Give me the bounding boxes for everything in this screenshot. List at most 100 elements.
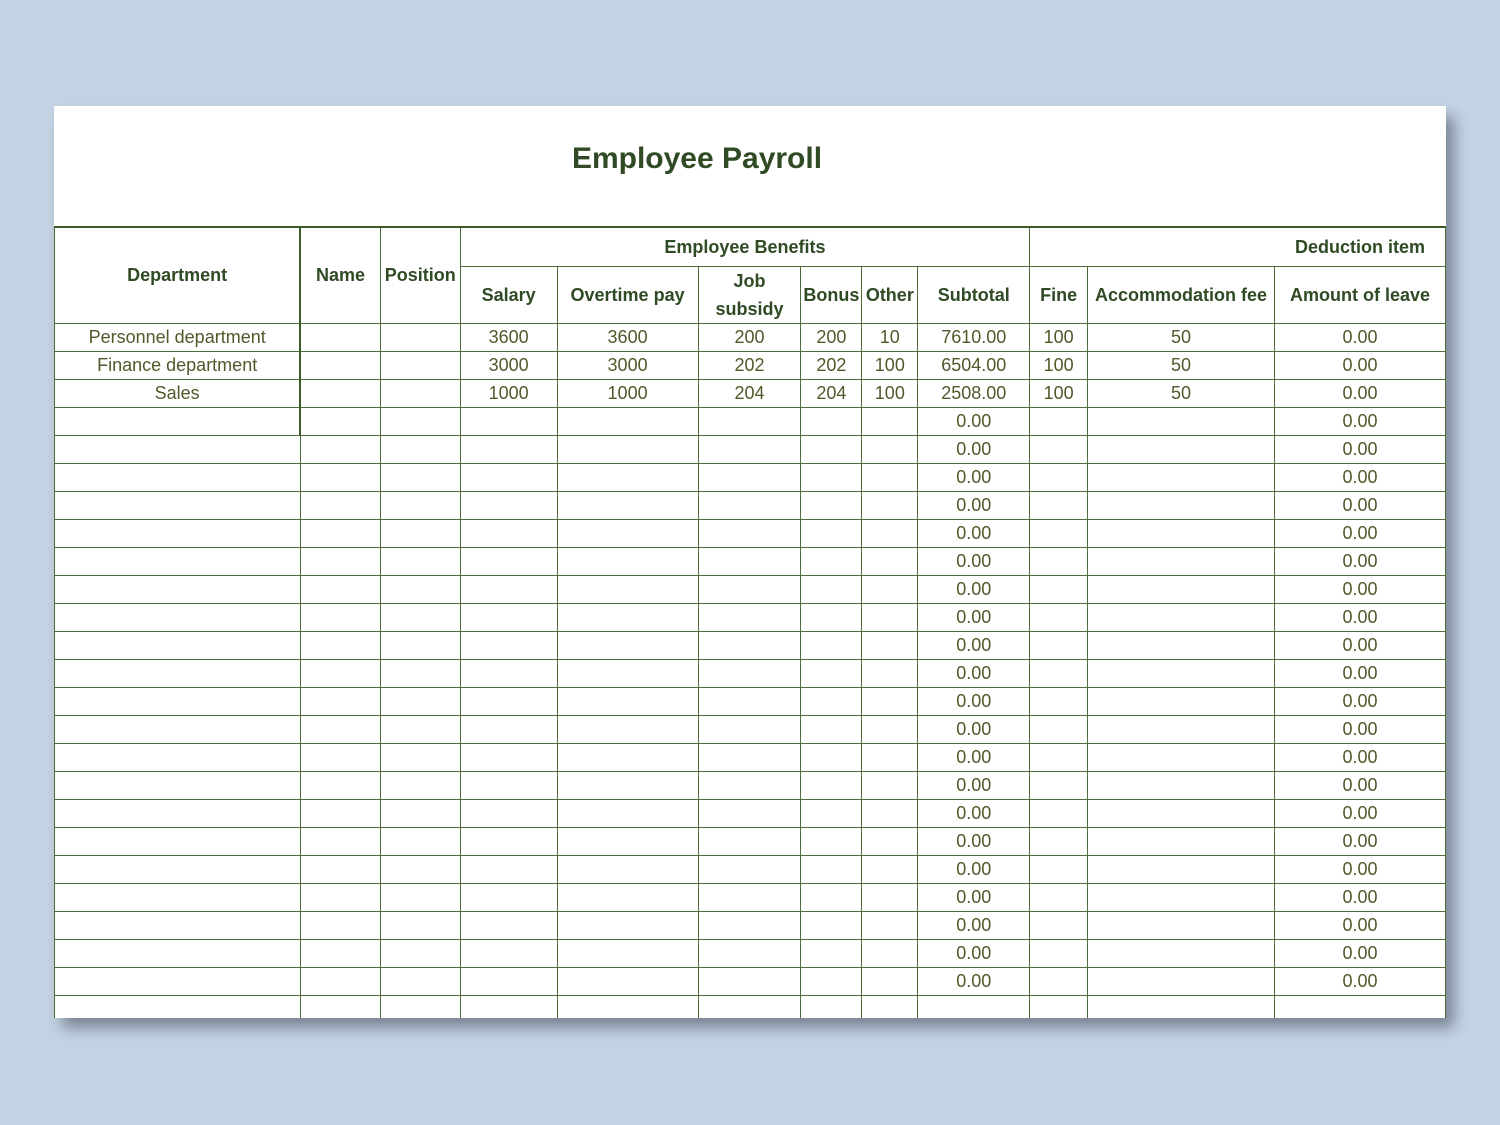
cell-bonus[interactable] — [800, 911, 863, 940]
cell-fine[interactable] — [1029, 547, 1089, 576]
cell-leave[interactable]: 0.00 — [1273, 715, 1446, 744]
cell-leave[interactable]: 0.00 — [1273, 407, 1446, 436]
cell-position[interactable] — [379, 939, 461, 968]
cell-other[interactable] — [861, 491, 919, 520]
cell-overtime[interactable] — [556, 883, 699, 912]
cell-job-subsidy[interactable] — [697, 547, 802, 576]
cell-accommodation[interactable] — [1087, 995, 1275, 1018]
cell-overtime[interactable]: 3600 — [556, 323, 699, 352]
cell-leave[interactable]: 0.00 — [1273, 827, 1446, 856]
cell-accommodation[interactable] — [1087, 407, 1275, 436]
cell-leave[interactable] — [1273, 995, 1446, 1018]
cell-job-subsidy[interactable]: 200 — [697, 323, 802, 352]
cell-accommodation[interactable] — [1087, 491, 1275, 520]
cell-position[interactable] — [379, 351, 461, 380]
cell-accommodation[interactable] — [1087, 883, 1275, 912]
cell-bonus[interactable] — [800, 799, 863, 828]
cell-bonus[interactable] — [800, 519, 863, 548]
cell-department[interactable] — [54, 491, 301, 520]
cell-subtotal[interactable]: 0.00 — [917, 547, 1031, 576]
cell-position[interactable] — [379, 379, 461, 408]
cell-department[interactable] — [54, 547, 301, 576]
cell-bonus[interactable] — [800, 883, 863, 912]
cell-other[interactable] — [861, 967, 919, 996]
cell-job-subsidy[interactable] — [697, 911, 802, 940]
cell-position[interactable] — [379, 603, 461, 632]
cell-salary[interactable] — [459, 631, 558, 660]
cell-fine[interactable] — [1029, 827, 1089, 856]
cell-job-subsidy[interactable] — [697, 995, 802, 1018]
cell-department[interactable] — [54, 827, 301, 856]
cell-job-subsidy[interactable]: 204 — [697, 379, 802, 408]
cell-bonus[interactable] — [800, 855, 863, 884]
cell-fine[interactable] — [1029, 771, 1089, 800]
cell-job-subsidy[interactable] — [697, 855, 802, 884]
cell-overtime[interactable] — [556, 603, 699, 632]
cell-salary[interactable]: 3000 — [459, 351, 558, 380]
cell-accommodation[interactable] — [1087, 547, 1275, 576]
cell-leave[interactable]: 0.00 — [1273, 491, 1446, 520]
cell-bonus[interactable] — [800, 547, 863, 576]
cell-salary[interactable] — [459, 547, 558, 576]
cell-accommodation[interactable] — [1087, 967, 1275, 996]
cell-job-subsidy[interactable] — [697, 771, 802, 800]
cell-accommodation[interactable]: 50 — [1087, 323, 1275, 352]
cell-job-subsidy[interactable] — [697, 631, 802, 660]
cell-bonus[interactable] — [800, 659, 863, 688]
cell-bonus[interactable] — [800, 407, 863, 436]
cell-overtime[interactable]: 3000 — [556, 351, 699, 380]
cell-name[interactable] — [299, 379, 381, 408]
cell-subtotal[interactable]: 0.00 — [917, 855, 1031, 884]
cell-job-subsidy[interactable] — [697, 575, 802, 604]
cell-name[interactable] — [299, 519, 381, 548]
cell-subtotal[interactable]: 0.00 — [917, 715, 1031, 744]
cell-other[interactable] — [861, 883, 919, 912]
cell-salary[interactable] — [459, 603, 558, 632]
cell-leave[interactable]: 0.00 — [1273, 603, 1446, 632]
cell-position[interactable] — [379, 995, 461, 1018]
cell-subtotal[interactable]: 0.00 — [917, 659, 1031, 688]
cell-fine[interactable] — [1029, 491, 1089, 520]
cell-other[interactable] — [861, 631, 919, 660]
cell-bonus[interactable] — [800, 687, 863, 716]
cell-name[interactable] — [299, 743, 381, 772]
cell-job-subsidy[interactable] — [697, 519, 802, 548]
cell-overtime[interactable] — [556, 743, 699, 772]
cell-salary[interactable] — [459, 407, 558, 436]
cell-job-subsidy[interactable] — [697, 407, 802, 436]
cell-salary[interactable] — [459, 659, 558, 688]
cell-overtime[interactable] — [556, 407, 699, 436]
cell-subtotal[interactable]: 0.00 — [917, 631, 1031, 660]
cell-accommodation[interactable] — [1087, 827, 1275, 856]
cell-salary[interactable] — [459, 743, 558, 772]
cell-department[interactable] — [54, 519, 301, 548]
cell-bonus[interactable]: 202 — [800, 351, 863, 380]
cell-accommodation[interactable] — [1087, 799, 1275, 828]
cell-salary[interactable] — [459, 715, 558, 744]
cell-leave[interactable]: 0.00 — [1273, 855, 1446, 884]
cell-department[interactable] — [54, 603, 301, 632]
cell-leave[interactable]: 0.00 — [1273, 799, 1446, 828]
cell-salary[interactable] — [459, 519, 558, 548]
cell-leave[interactable]: 0.00 — [1273, 575, 1446, 604]
cell-department[interactable] — [54, 575, 301, 604]
cell-other[interactable] — [861, 771, 919, 800]
cell-fine[interactable] — [1029, 715, 1089, 744]
cell-other[interactable] — [861, 547, 919, 576]
cell-leave[interactable]: 0.00 — [1273, 323, 1446, 352]
cell-other[interactable]: 100 — [861, 379, 919, 408]
cell-name[interactable] — [299, 435, 381, 464]
cell-other[interactable] — [861, 435, 919, 464]
cell-other[interactable] — [861, 407, 919, 436]
cell-salary[interactable] — [459, 491, 558, 520]
cell-salary[interactable] — [459, 799, 558, 828]
cell-position[interactable] — [379, 407, 461, 436]
cell-accommodation[interactable] — [1087, 575, 1275, 604]
cell-accommodation[interactable] — [1087, 743, 1275, 772]
cell-fine[interactable] — [1029, 855, 1089, 884]
cell-bonus[interactable] — [800, 771, 863, 800]
cell-name[interactable] — [299, 547, 381, 576]
cell-bonus[interactable] — [800, 995, 863, 1018]
cell-leave[interactable]: 0.00 — [1273, 883, 1446, 912]
cell-subtotal[interactable]: 6504.00 — [917, 351, 1031, 380]
